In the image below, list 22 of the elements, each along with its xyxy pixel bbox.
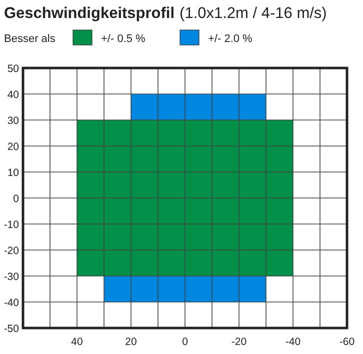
x-tick-label: -60 [339, 336, 355, 348]
y-tick-label: -40 [4, 297, 20, 309]
y-tick-label: -10 [4, 219, 20, 231]
y-tick-label: 30 [7, 115, 20, 127]
y-tick-label: 10 [7, 167, 20, 179]
y-tick-label: -30 [4, 271, 20, 283]
y-tick-label: 40 [7, 89, 20, 101]
chart-subtitle: (1.0x1.2m / 4-16 m/s) [180, 5, 327, 22]
y-tick-label: 20 [7, 141, 20, 153]
x-tick-label: 0 [182, 336, 188, 348]
x-tick-label: 40 [71, 336, 83, 348]
legend-label: +/- 2.0 % [208, 33, 253, 45]
legend-label: +/- 0.5 % [101, 33, 146, 45]
x-tick-label: -20 [231, 336, 247, 348]
legend-title: Besser als [4, 33, 56, 45]
x-tick-label: 20 [125, 336, 137, 348]
y-tick-label: 0 [13, 193, 20, 205]
y-tick-label: 50 [7, 63, 20, 75]
y-tick-label: -20 [4, 245, 20, 257]
chart-title: Geschwindigkeitsprofil [4, 5, 175, 22]
y-tick-label: -50 [4, 323, 20, 335]
x-tick-label: -40 [285, 336, 301, 348]
